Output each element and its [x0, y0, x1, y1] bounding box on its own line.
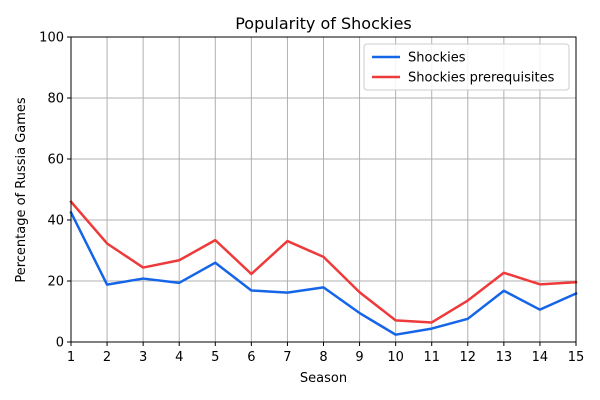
x-tick-label: 12: [460, 350, 477, 365]
legend-box: [363, 43, 570, 91]
y-tick-label: 100: [39, 31, 64, 46]
y-axis-label: Percentage of Russia Games: [14, 97, 29, 283]
series-line-shockies-prerequisites: [69, 199, 578, 324]
x-tick-label: 13: [496, 350, 513, 365]
x-tick-label: 15: [568, 350, 585, 365]
x-tick-label: 1: [67, 350, 75, 365]
legend: Shockies Shockies prerequisites: [363, 43, 570, 91]
y-tick-label: 80: [47, 92, 64, 107]
x-tick-label: 14: [532, 350, 549, 365]
x-tick-label: 2: [103, 350, 111, 365]
y-tick-label: 20: [47, 275, 64, 290]
y-tick-label: 0: [56, 336, 64, 351]
legend-label-shockies: Shockies: [408, 51, 466, 66]
y-tick-label: 60: [47, 153, 64, 168]
x-tick-label: 6: [247, 350, 255, 365]
chart-title: Popularity of Shockies: [235, 14, 412, 33]
x-tick-label: 9: [355, 350, 363, 365]
x-axis-label: Season: [300, 371, 347, 386]
x-tick-label: 8: [319, 350, 327, 365]
x-tick-label: 4: [175, 350, 183, 365]
x-tick-label: 5: [211, 350, 219, 365]
y-tick-label: 40: [47, 214, 64, 229]
legend-label-shockies-prerequisites: Shockies prerequisites: [408, 71, 555, 86]
x-tick-label: 3: [139, 350, 147, 365]
x-tick-label: 7: [283, 350, 291, 365]
series-lines: [69, 199, 578, 336]
x-tick-label: 10: [387, 350, 404, 365]
x-tick-label: 11: [423, 350, 440, 365]
series-line-shockies: [69, 210, 578, 336]
